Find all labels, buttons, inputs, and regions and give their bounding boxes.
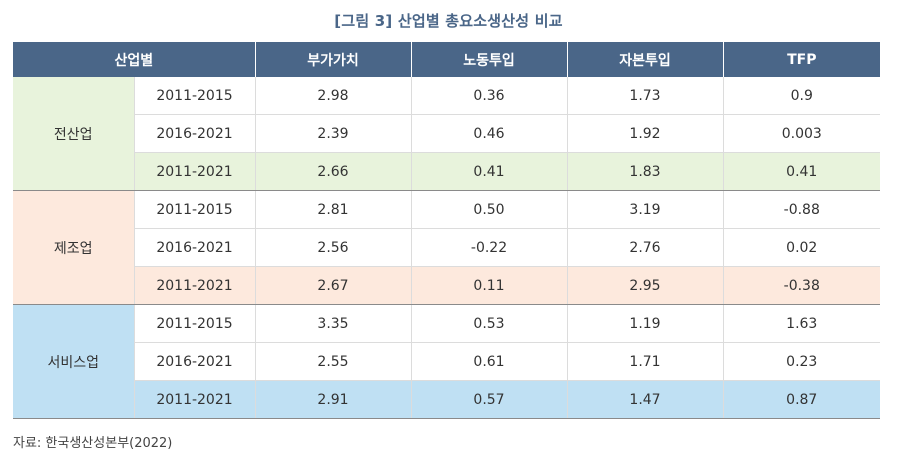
table-row-total: 2011-2021 2.67 0.11 2.95 -0.38 <box>13 266 881 305</box>
value-added-cell: 2.91 <box>254 380 412 419</box>
period-cell: 2011-2015 <box>133 304 256 343</box>
table-row: 제조업 2011-2015 2.81 0.50 3.19 -0.88 <box>13 190 881 305</box>
value-added-cell: 2.98 <box>254 77 412 115</box>
capital-cell: 1.73 <box>566 77 724 115</box>
capital-cell: 1.19 <box>566 304 724 343</box>
sector-label-all-industry: 전산업 <box>13 77 134 191</box>
labor-cell: 0.41 <box>410 152 568 191</box>
period-cell: 2016-2021 <box>133 342 256 381</box>
value-added-cell: 3.35 <box>254 304 412 343</box>
table-row-total: 2011-2021 2.91 0.57 1.47 0.87 <box>13 380 881 419</box>
period-cell: 2016-2021 <box>133 228 256 267</box>
sector-label-manufacturing: 제조업 <box>13 190 134 305</box>
value-added-cell: 2.56 <box>254 228 412 267</box>
tfp-cell: 0.003 <box>722 114 881 153</box>
value-added-cell: 2.67 <box>254 266 412 305</box>
table-row: 전산업 2011-2015 2.98 0.36 1.73 0.9 <box>13 77 881 191</box>
header-tfp: TFP <box>722 42 881 77</box>
labor-cell: 0.57 <box>410 380 568 419</box>
table-row: 서비스업 2011-2015 3.35 0.53 1.19 1.63 <box>13 304 881 419</box>
tfp-cell: 1.63 <box>722 304 881 343</box>
labor-cell: 0.53 <box>410 304 568 343</box>
capital-cell: 1.47 <box>566 380 724 419</box>
tfp-cell: 0.87 <box>722 380 881 419</box>
value-added-cell: 2.39 <box>254 114 412 153</box>
table-row: 2016-2021 2.56 -0.22 2.76 0.02 <box>13 228 881 267</box>
labor-cell: 0.36 <box>410 77 568 115</box>
labor-cell: 0.11 <box>410 266 568 305</box>
period-cell: 2011-2015 <box>133 190 256 229</box>
tfp-cell: -0.38 <box>722 266 881 305</box>
capital-cell: 2.95 <box>566 266 724 305</box>
capital-cell: 1.83 <box>566 152 724 191</box>
capital-cell: 1.71 <box>566 342 724 381</box>
header-capital: 자본투입 <box>566 42 724 77</box>
period-cell: 2016-2021 <box>133 114 256 153</box>
period-cell: 2011-2021 <box>133 266 256 305</box>
table-header-row: 산업별 부가가치 노동투입 자본투입 TFP <box>13 42 881 77</box>
header-value-added: 부가가치 <box>254 42 412 77</box>
source-note: 자료: 한국생산성본부(2022) <box>13 436 173 451</box>
period-cell: 2011-2021 <box>133 380 256 419</box>
tfp-cell: 0.23 <box>722 342 881 381</box>
capital-cell: 1.92 <box>566 114 724 153</box>
value-added-cell: 2.55 <box>254 342 412 381</box>
header-labor: 노동투입 <box>410 42 568 77</box>
value-added-cell: 2.81 <box>254 190 412 229</box>
labor-cell: 0.61 <box>410 342 568 381</box>
labor-cell: 0.46 <box>410 114 568 153</box>
capital-cell: 2.76 <box>566 228 724 267</box>
productivity-table: 산업별 부가가치 노동투입 자본투입 TFP 전산업 2011-2015 2.9… <box>13 42 881 419</box>
table-row: 2016-2021 2.55 0.61 1.71 0.23 <box>13 342 881 381</box>
figure-title: [그림 3] 산업별 총요소생산성 비교 <box>334 12 563 30</box>
period-cell: 2011-2015 <box>133 77 256 115</box>
labor-cell: -0.22 <box>410 228 568 267</box>
labor-cell: 0.50 <box>410 190 568 229</box>
period-cell: 2011-2021 <box>133 152 256 191</box>
capital-cell: 3.19 <box>566 190 724 229</box>
sector-label-services: 서비스업 <box>13 304 134 419</box>
table-row: 2016-2021 2.39 0.46 1.92 0.003 <box>13 114 881 153</box>
tfp-cell: -0.88 <box>722 190 881 229</box>
tfp-cell: 0.02 <box>722 228 881 267</box>
value-added-cell: 2.66 <box>254 152 412 191</box>
table-row-total: 2011-2021 2.66 0.41 1.83 0.41 <box>13 152 881 191</box>
tfp-cell: 0.41 <box>722 152 881 191</box>
tfp-cell: 0.9 <box>722 77 881 115</box>
header-sector: 산업별 <box>13 42 256 77</box>
